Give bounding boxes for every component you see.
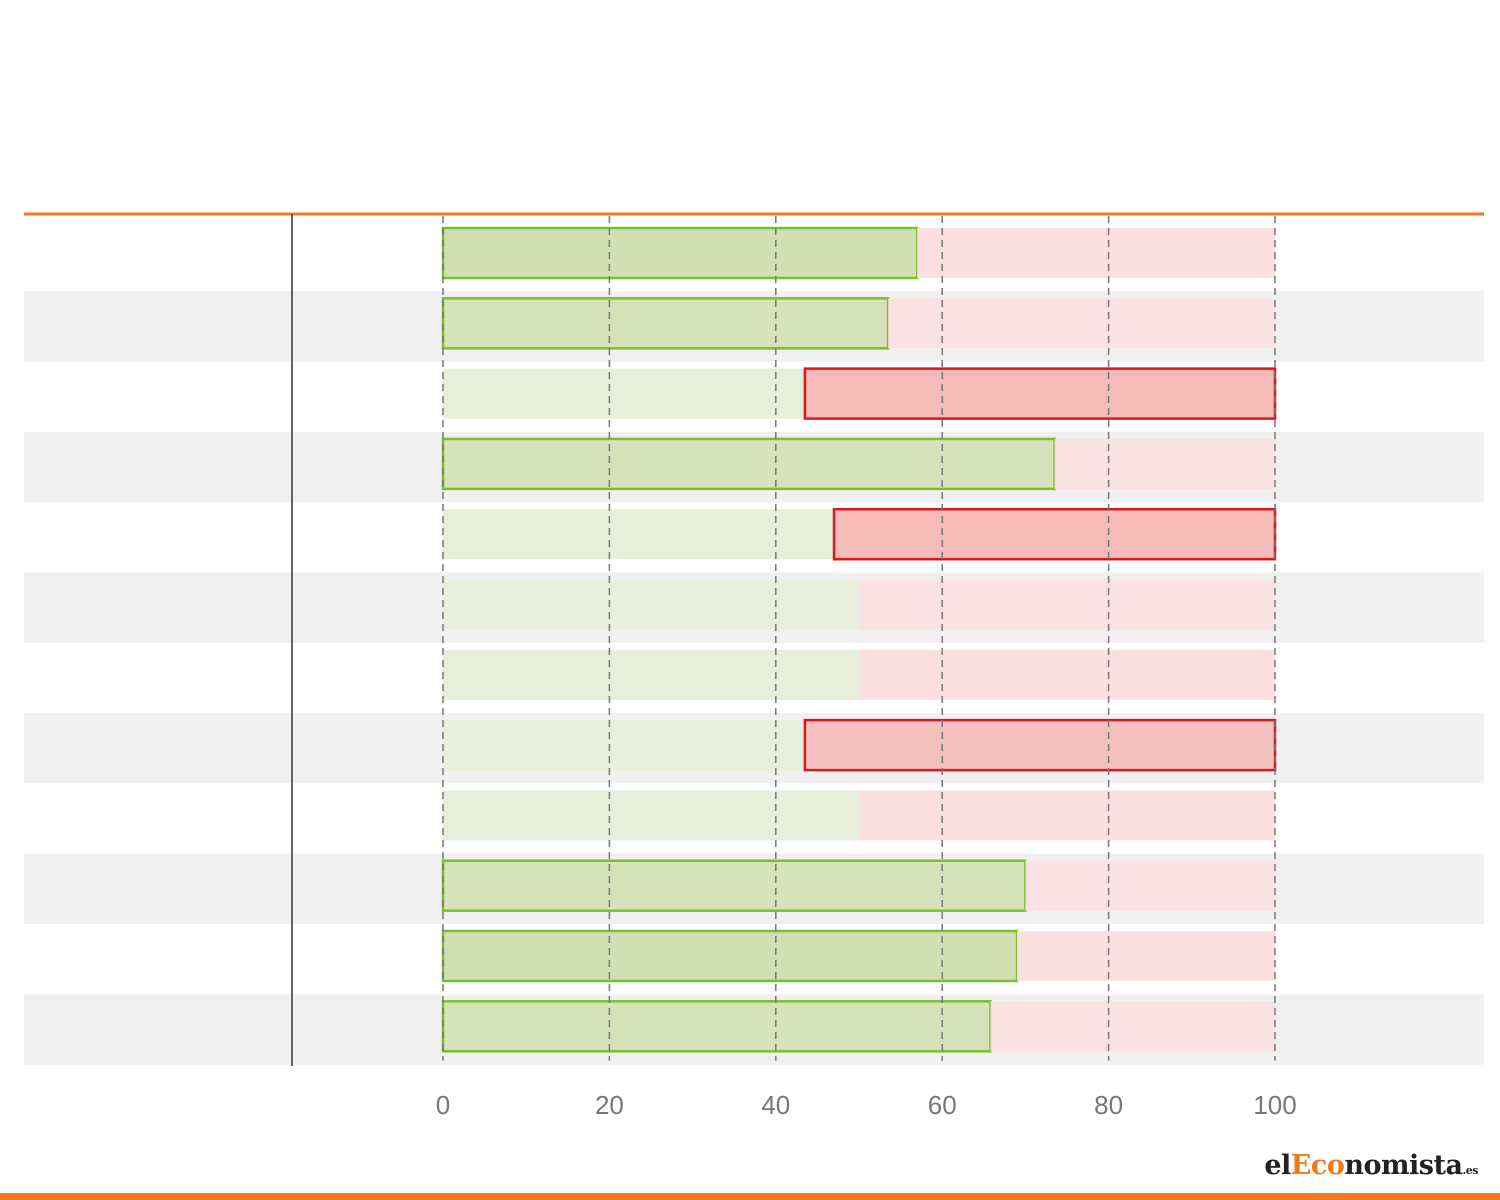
bar-red-4	[832, 507, 1277, 561]
bar-green-4	[443, 509, 835, 560]
bar-red-0	[917, 228, 1275, 278]
bar-red-5	[859, 579, 1275, 630]
bar-red-2	[803, 367, 1277, 420]
brand-logo: elEconomista.es	[1264, 1150, 1478, 1181]
bar-green-0	[441, 226, 919, 280]
x-tick-label-20: 20	[595, 1090, 624, 1120]
bottom-accent-rule	[0, 1193, 1500, 1200]
bar-green-3	[441, 437, 1056, 491]
logo-suffix: nomista	[1344, 1150, 1463, 1181]
bars	[441, 226, 1277, 1053]
bar-green-5	[443, 579, 859, 630]
bar-green-7	[443, 720, 805, 771]
x-axis-ticks: 0 20 40 60 80 100	[436, 1090, 1297, 1120]
bar-green-1	[441, 297, 890, 350]
x-tick-label-40: 40	[761, 1090, 790, 1120]
bar-red-8	[859, 790, 1275, 841]
bar-green-2	[443, 368, 805, 419]
logo-accent: Eco	[1290, 1150, 1345, 1181]
gridlines	[442, 216, 1276, 1061]
x-tick-label-60: 60	[928, 1090, 957, 1120]
bar-green-11	[441, 1000, 992, 1053]
bar-green-8	[443, 790, 859, 841]
bar-red-3	[1054, 438, 1275, 489]
bar-green-9	[441, 859, 1027, 912]
x-tick-label-80: 80	[1094, 1090, 1123, 1120]
x-tick-label-0: 0	[436, 1090, 450, 1120]
logo-prefix: el	[1264, 1150, 1291, 1181]
bar-green-6	[443, 649, 859, 700]
logo-tld: .es	[1462, 1164, 1478, 1177]
bar-red-6	[859, 649, 1275, 700]
bar-red-1	[888, 298, 1275, 349]
bar-red-7	[803, 718, 1277, 772]
bar-red-11	[990, 1001, 1275, 1052]
bar-red-9	[1025, 860, 1275, 911]
x-tick-label-100: 100	[1253, 1090, 1296, 1120]
bar-green-10	[441, 929, 1019, 983]
bar-red-10	[1017, 931, 1275, 981]
